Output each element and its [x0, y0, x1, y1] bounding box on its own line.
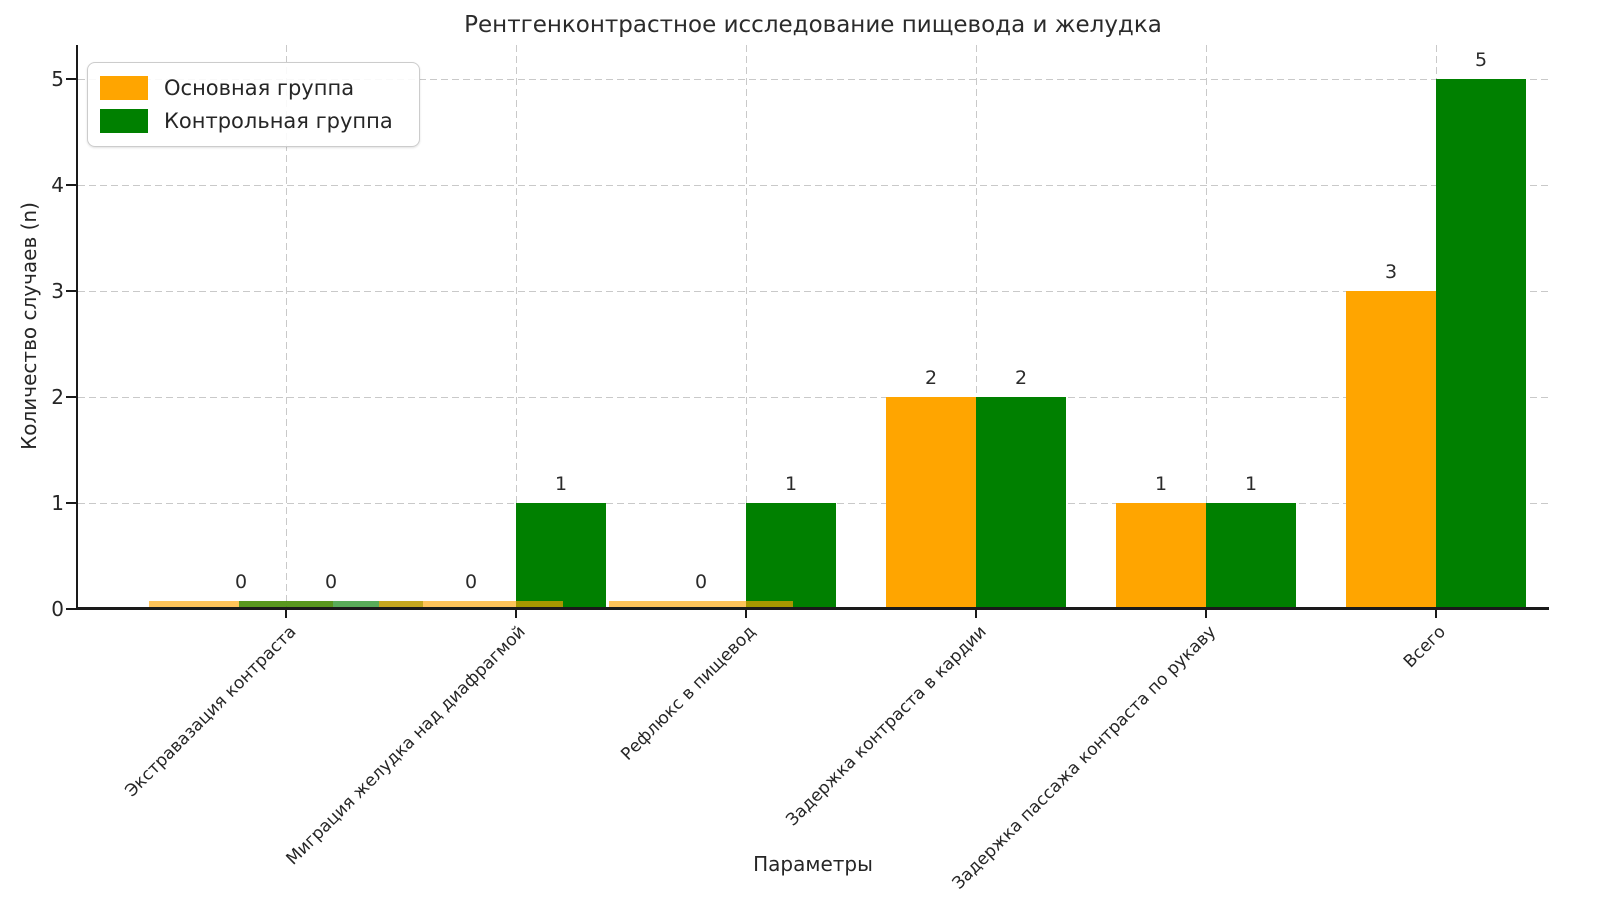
bar-value-label: 2: [1014, 367, 1028, 389]
x-tick-label: Экстравазация контраста: [121, 622, 301, 802]
y-axis-spine: [76, 45, 78, 610]
bar-value-label: 5: [1474, 49, 1488, 71]
bar-control-group: [1436, 79, 1526, 609]
x-tick-label: Задержка контраста в кардии: [781, 622, 991, 831]
bar-control-group: [1206, 503, 1296, 609]
zero-value-bar: [609, 601, 793, 609]
y-tick-label: 1: [51, 491, 64, 515]
x-tick-label: Рефлюкс в пищевод: [617, 622, 761, 765]
bar-value-label: 1: [1244, 473, 1258, 495]
bar-value-label: 1: [1154, 473, 1168, 495]
x-tick-mark: [285, 609, 287, 618]
bar-value-label: 0: [464, 571, 478, 593]
y-tick-label: 0: [51, 597, 64, 621]
gridline-vertical: [286, 45, 287, 607]
x-tick-mark: [745, 609, 747, 618]
bar-value-label: 0: [234, 571, 248, 593]
chart-title: Рентгенконтрастное исследование пищевода…: [464, 12, 1162, 38]
x-axis-spine: [76, 607, 1549, 610]
gridline-horizontal: [78, 397, 1548, 398]
x-tick-mark: [975, 609, 977, 618]
gridline-vertical: [1206, 45, 1207, 607]
x-tick-mark: [1435, 609, 1437, 618]
bar-main-group: [1116, 503, 1206, 609]
y-tick-mark: [66, 78, 77, 80]
y-tick-mark: [66, 290, 77, 292]
y-tick-label: 2: [51, 385, 64, 409]
gridline-vertical: [516, 45, 517, 607]
zero-value-bar: [379, 601, 563, 609]
gridline-horizontal: [78, 79, 1548, 80]
y-tick-label: 5: [51, 67, 64, 91]
y-tick-mark: [66, 396, 77, 398]
bar-value-label: 1: [784, 473, 798, 495]
bar-control-group: [746, 503, 836, 609]
gridline-horizontal: [78, 291, 1548, 292]
x-tick-label: Всего: [1400, 622, 1451, 673]
x-axis-label: Параметры: [753, 852, 873, 876]
x-tick-mark: [1205, 609, 1207, 618]
y-tick-label: 3: [51, 279, 64, 303]
legend-swatch-orange: [100, 76, 148, 100]
bar-value-label: 3: [1384, 261, 1398, 283]
bar-value-label: 2: [924, 367, 938, 389]
gridline-vertical: [746, 45, 747, 607]
legend-label: Основная группа: [164, 76, 355, 100]
bar-main-group: [886, 397, 976, 609]
bar-value-label: 1: [554, 473, 568, 495]
y-tick-mark: [66, 608, 77, 610]
bar-control-group: [976, 397, 1066, 609]
x-tick-label: Миграция желудка над диафрагмой: [282, 622, 531, 870]
x-tick-mark: [515, 609, 517, 618]
legend-item-main-group: Основная группа: [100, 76, 393, 100]
zero-value-bar: [239, 601, 423, 609]
legend-swatch-green: [100, 109, 148, 133]
bar-value-label: 0: [694, 571, 708, 593]
legend: Основная группа Контрольная группа: [87, 62, 420, 147]
y-tick-mark: [66, 184, 77, 186]
legend-item-control-group: Контрольная группа: [100, 109, 393, 133]
bar-control-group: [516, 503, 606, 609]
legend-label: Контрольная группа: [164, 109, 393, 133]
bar-main-group: [1346, 291, 1436, 609]
gridline-horizontal: [78, 185, 1548, 186]
y-tick-label: 4: [51, 173, 64, 197]
bar-value-label: 0: [324, 571, 338, 593]
y-tick-mark: [66, 502, 77, 504]
gridline-vertical: [976, 45, 977, 607]
